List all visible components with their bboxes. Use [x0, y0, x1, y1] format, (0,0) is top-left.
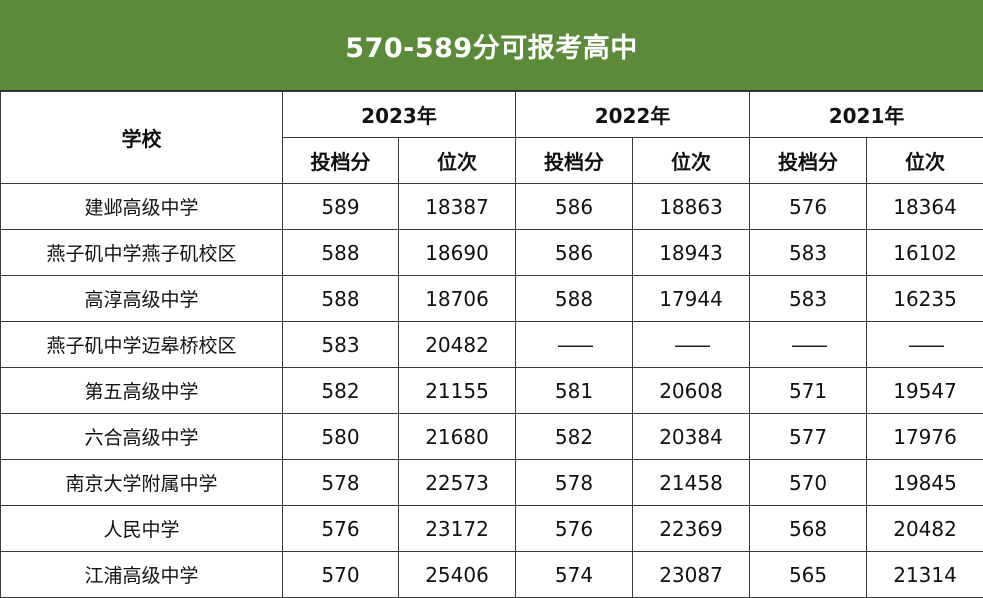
score-cell: 583 — [750, 276, 867, 322]
score-cell: 588 — [283, 230, 399, 276]
rank-cell: 20608 — [633, 368, 750, 414]
year-header: 2022年 — [516, 92, 750, 138]
year-header: 2021年 — [750, 92, 983, 138]
rank-cell: 21680 — [399, 414, 516, 460]
score-cell: 570 — [750, 460, 867, 506]
school-name-cell: 六合高级中学 — [1, 414, 283, 460]
rank-cell: 19547 — [867, 368, 983, 414]
school-header: 学校 — [1, 92, 283, 184]
rank-header: 位次 — [633, 138, 750, 184]
rank-header: 位次 — [399, 138, 516, 184]
rank-header: 位次 — [867, 138, 983, 184]
rank-cell: 20384 — [633, 414, 750, 460]
page-title: 570-589分可报考高中 — [0, 0, 983, 91]
score-cell: 580 — [283, 414, 399, 460]
rank-cell: 16235 — [867, 276, 983, 322]
rank-cell: 18387 — [399, 184, 516, 230]
score-cell: 581 — [516, 368, 633, 414]
score-cell: 570 — [283, 552, 399, 598]
score-cell: 574 — [516, 552, 633, 598]
score-cell: 586 — [516, 184, 633, 230]
score-cell: 582 — [283, 368, 399, 414]
school-name-cell: 南京大学附属中学 — [1, 460, 283, 506]
score-cell: 576 — [283, 506, 399, 552]
header-row-years: 学校 2023年 2022年 2021年 — [1, 92, 983, 138]
rank-cell: 18863 — [633, 184, 750, 230]
score-cell: 568 — [750, 506, 867, 552]
school-name-cell: 燕子矶中学燕子矶校区 — [1, 230, 283, 276]
rank-cell: 21314 — [867, 552, 983, 598]
school-name-cell: 江浦高级中学 — [1, 552, 283, 598]
score-cell: 586 — [516, 230, 633, 276]
score-cell: 588 — [516, 276, 633, 322]
rank-cell: 20482 — [867, 506, 983, 552]
rank-cell: —— — [633, 322, 750, 368]
score-cell: 576 — [516, 506, 633, 552]
score-header: 投档分 — [750, 138, 867, 184]
score-cell: 583 — [283, 322, 399, 368]
rank-cell: 18943 — [633, 230, 750, 276]
rank-cell: 18690 — [399, 230, 516, 276]
school-name-cell: 第五高级中学 — [1, 368, 283, 414]
score-header: 投档分 — [516, 138, 633, 184]
rank-cell: —— — [867, 322, 983, 368]
rank-cell: 22369 — [633, 506, 750, 552]
rank-cell: 22573 — [399, 460, 516, 506]
rank-cell: 18706 — [399, 276, 516, 322]
score-cell: 578 — [283, 460, 399, 506]
admission-table: 学校 2023年 2022年 2021年 投档分 位次 投档分 位次 投档分 位… — [0, 91, 983, 598]
school-name-cell: 高淳高级中学 — [1, 276, 283, 322]
rank-cell: 21458 — [633, 460, 750, 506]
score-cell: 582 — [516, 414, 633, 460]
score-header: 投档分 — [283, 138, 399, 184]
score-cell: 565 — [750, 552, 867, 598]
rank-cell: 19845 — [867, 460, 983, 506]
rank-cell: 21155 — [399, 368, 516, 414]
score-cell: 589 — [283, 184, 399, 230]
school-name-cell: 燕子矶中学迈皋桥校区 — [1, 322, 283, 368]
score-cell: 571 — [750, 368, 867, 414]
school-name-cell: 建邺高级中学 — [1, 184, 283, 230]
year-header: 2023年 — [283, 92, 516, 138]
rank-cell: 20482 — [399, 322, 516, 368]
school-name-cell: 人民中学 — [1, 506, 283, 552]
score-cell: 577 — [750, 414, 867, 460]
score-cell: 588 — [283, 276, 399, 322]
score-cell: 576 — [750, 184, 867, 230]
score-cell: —— — [516, 322, 633, 368]
score-cell: 583 — [750, 230, 867, 276]
rank-cell: 16102 — [867, 230, 983, 276]
rank-cell: 17976 — [867, 414, 983, 460]
rank-cell: 23172 — [399, 506, 516, 552]
rank-cell: 17944 — [633, 276, 750, 322]
rank-cell: 23087 — [633, 552, 750, 598]
score-cell: —— — [750, 322, 867, 368]
score-cell: 578 — [516, 460, 633, 506]
rank-cell: 18364 — [867, 184, 983, 230]
rank-cell: 25406 — [399, 552, 516, 598]
